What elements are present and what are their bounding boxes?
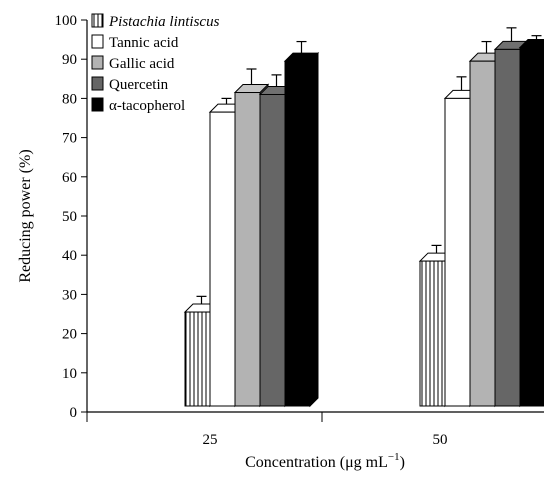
bar	[284, 60, 311, 407]
legend-swatch	[91, 55, 104, 70]
bar	[234, 92, 261, 407]
x-axis-title: Concentration (μg mL−1)	[245, 451, 405, 471]
x-tick-label: 25	[203, 432, 218, 448]
y-tick-label: 10	[62, 366, 77, 382]
bars-layer	[183, 27, 544, 408]
y-tick-label: 20	[62, 327, 77, 343]
y-tick-label: 30	[62, 287, 77, 303]
bar-side	[309, 51, 319, 408]
x-tick-label: 50	[433, 432, 448, 448]
legend-label: Tannic acid	[109, 35, 179, 51]
y-axis-title: Reducing power (%)	[17, 149, 34, 282]
bar	[259, 93, 286, 407]
bar-top	[518, 38, 544, 48]
legend-label: Quercetin	[109, 77, 169, 93]
y-tick-label: 70	[62, 131, 77, 147]
legend: Pistachia lintiscus Tannic acid Gallic aci…	[91, 13, 220, 114]
y-tick-label: 90	[62, 52, 77, 68]
y-tick-label: 50	[62, 209, 77, 225]
bar	[494, 48, 521, 407]
bar	[419, 260, 446, 407]
y-tick-label: 40	[62, 248, 77, 264]
legend-swatch	[91, 13, 104, 28]
bar	[184, 311, 211, 407]
y-tick-label: 60	[62, 170, 77, 186]
legend-swatch	[91, 34, 104, 49]
bar	[209, 111, 236, 407]
legend-label: Pistachia lintiscus	[108, 14, 220, 30]
bar	[444, 97, 471, 407]
legend-swatch	[91, 76, 104, 91]
legend-swatch	[91, 97, 104, 112]
bar	[469, 60, 496, 407]
bar	[519, 46, 544, 407]
y-tick-label: 80	[62, 91, 77, 107]
legend-label: Gallic acid	[109, 56, 175, 72]
y-tick-label: 0	[70, 405, 78, 421]
axes-layer: 0 10 20 30 40 50 60 70 80 90 100 25 50	[55, 13, 544, 448]
y-tick-label: 100	[55, 13, 78, 29]
legend-label: α-tacopherol	[109, 98, 185, 114]
